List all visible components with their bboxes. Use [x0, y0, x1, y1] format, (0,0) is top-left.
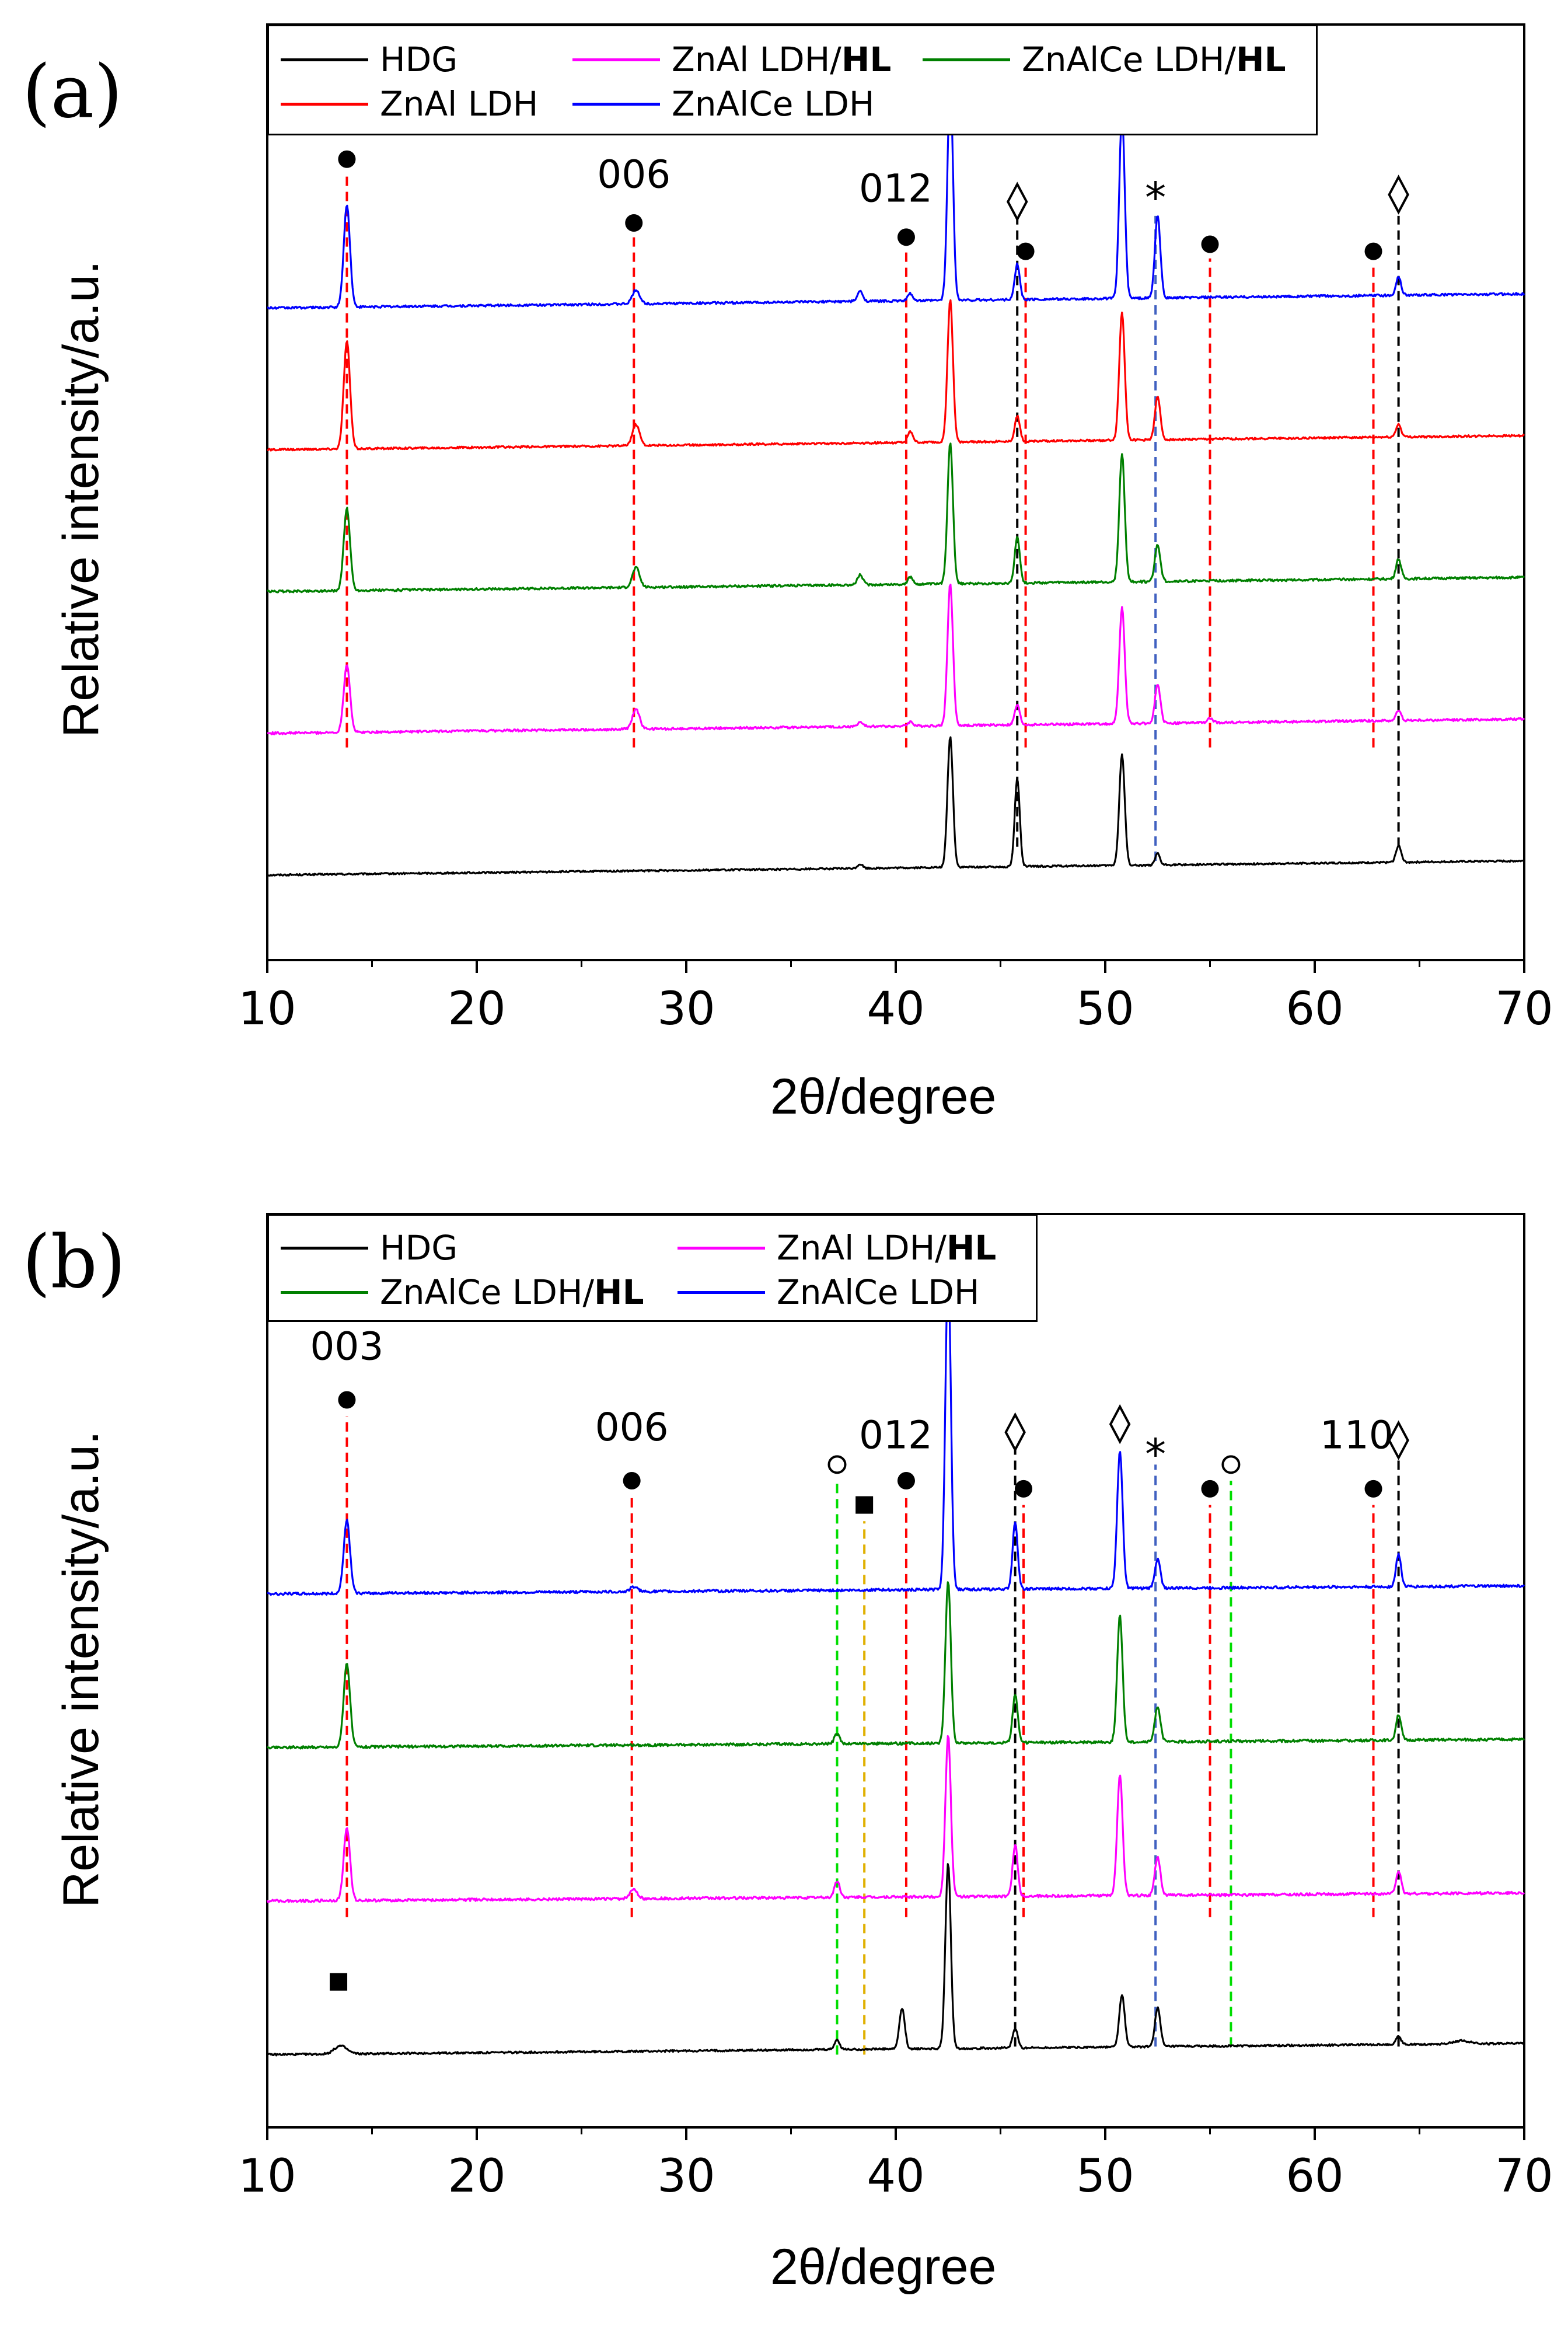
hkl-label: 110 [1320, 1413, 1394, 1458]
legend-entry: ZnAlCe LDH [572, 83, 875, 124]
plot-frame [266, 23, 1525, 961]
peak-marker-star: * [1145, 1430, 1166, 1479]
peak-marker-square [855, 1496, 874, 1514]
x-axis-label: 2θ/degree [770, 1069, 997, 1125]
x-axis-label: 2θ/degree [770, 2239, 997, 2295]
x-tick-label: 70 [1495, 983, 1553, 1035]
series-line [267, 1267, 1525, 1596]
legend-swatch [281, 1246, 368, 1250]
legend-label: ZnAlCe LDH [672, 84, 875, 124]
legend-swatch [281, 1290, 368, 1294]
x-tick-label: 30 [657, 983, 715, 1035]
peak-marker-dot [625, 214, 643, 232]
legend-entry: ZnAlCe LDH/HL [281, 1272, 644, 1313]
hkl-label: 003 [310, 1324, 383, 1369]
x-tick-label: 40 [867, 2150, 924, 2203]
legend-label: ZnAl LDH/HL [672, 40, 892, 79]
peak-marker-dot [1364, 1480, 1382, 1498]
legend-label: ZnAl LDH [380, 84, 539, 124]
legend: HDG ZnAlCe LDH/HL ZnAl LDH/HL ZnAlCe LDH [267, 1214, 1038, 1322]
legend-entry: HDG [281, 1227, 458, 1268]
peak-marker-diamond [1006, 182, 1028, 222]
series-line [267, 1863, 1525, 2057]
x-tick-label: 10 [238, 2150, 296, 2203]
legend-entry: ZnAl LDH/HL [678, 1227, 996, 1268]
peak-marker-diamond [1388, 175, 1409, 215]
peak-marker-dot [1201, 235, 1219, 253]
peak-marker-dot [1017, 242, 1035, 260]
peak-marker-diamond [1388, 1420, 1409, 1461]
hkl-label: 006 [597, 152, 670, 197]
x-tick-label: 20 [448, 983, 505, 1035]
panel-b: (b) Relative intensity/a.u. 2θ/degree 10… [0, 1170, 1568, 2341]
series-line [267, 80, 1525, 310]
panel-label: (a) [22, 50, 123, 134]
peak-marker-square [330, 1973, 348, 1991]
peak-marker-diamond [1109, 1404, 1131, 1445]
peak-marker-dot [1201, 1480, 1219, 1498]
series-line [266, 442, 1525, 594]
legend-swatch [281, 102, 368, 106]
x-tick-label: 50 [1076, 983, 1134, 1035]
legend-swatch [281, 58, 368, 61]
x-tick-label: 70 [1495, 2150, 1553, 2203]
x-tick-label: 30 [657, 2150, 715, 2203]
peak-marker-dot [338, 150, 356, 168]
peak-marker-dot [338, 1391, 356, 1409]
x-tick-label: 50 [1076, 2150, 1134, 2203]
panel-a: (a) Relative intensity/a.u. 2θ/degree 10… [0, 0, 1568, 1170]
hkl-label: 012 [859, 1413, 933, 1458]
legend-swatch [923, 58, 1010, 61]
peak-marker-circle [827, 1455, 847, 1474]
legend-label: ZnAlCe LDH/HL [1022, 40, 1286, 79]
legend-label: ZnAlCe LDH/HL [380, 1272, 644, 1312]
legend: HDG ZnAl LDH ZnAl LDH/HL ZnAlCe LDH ZnAlCe L… [267, 25, 1318, 135]
series-line [266, 1735, 1525, 1903]
panel-label: (b) [22, 1220, 126, 1304]
legend-swatch [678, 1290, 765, 1294]
legend-entry: ZnAl LDH [281, 83, 538, 124]
series-line [267, 299, 1525, 452]
peak-marker-star: * [1145, 173, 1166, 222]
legend-entry: HDG [281, 39, 458, 80]
legend-swatch [572, 58, 660, 61]
peak-marker-dot [1014, 1480, 1032, 1498]
xrd-chart-b: 10 20 30 40 50 60 70 * 003 006 012 110 [238, 1213, 1553, 2203]
legend-swatch [572, 102, 660, 106]
x-tick-label: 60 [1286, 2150, 1343, 2203]
x-tick-label: 40 [867, 983, 924, 1035]
peak-marker-diamond [1004, 1412, 1026, 1453]
peak-marker-dot [897, 228, 915, 246]
legend-swatch [678, 1246, 765, 1250]
legend-label: HDG [380, 1228, 458, 1268]
peak-marker-dot [1364, 242, 1382, 260]
series-line [267, 584, 1525, 735]
plot-frame [266, 1213, 1525, 2129]
x-tick-label: 10 [238, 983, 296, 1035]
legend-label: ZnAl LDH/HL [777, 1228, 997, 1268]
series-line [266, 1581, 1525, 1750]
x-tick-label: 60 [1286, 983, 1343, 1035]
hkl-label: 006 [595, 1405, 669, 1450]
peak-marker-circle [1221, 1455, 1241, 1474]
peak-marker-dot [623, 1472, 641, 1490]
legend-entry: ZnAlCe LDH/HL [923, 39, 1286, 80]
legend-entry: ZnAlCe LDH [678, 1272, 980, 1313]
hkl-label: 012 [859, 166, 933, 211]
legend-label: ZnAlCe LDH [777, 1272, 980, 1312]
series-line [267, 736, 1525, 877]
legend-label: HDG [380, 40, 458, 79]
legend-entry: ZnAl LDH/HL [572, 39, 891, 80]
peak-marker-dot [897, 1472, 915, 1490]
x-tick-label: 20 [448, 2150, 505, 2203]
